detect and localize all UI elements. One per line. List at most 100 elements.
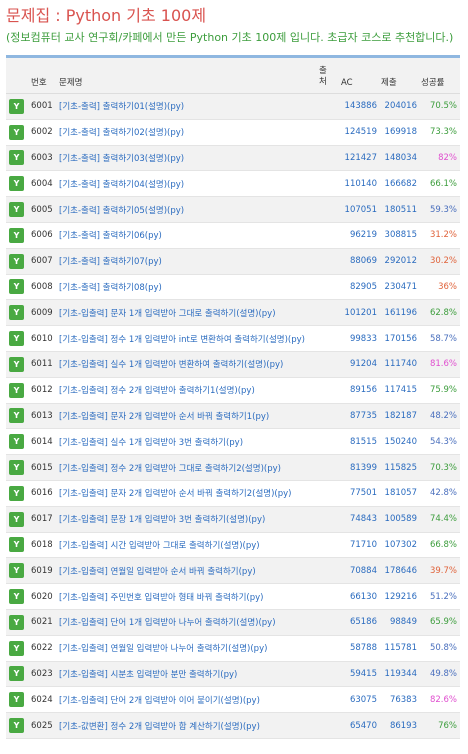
submission-count-link[interactable]: 115825 xyxy=(379,454,419,481)
submission-count-link[interactable]: 180511 xyxy=(379,196,419,223)
problem-name-link[interactable]: [기초-출력] 출력하기04(설명)(py) xyxy=(57,170,317,198)
submission-count-link[interactable]: 148034 xyxy=(379,145,419,172)
ac-count-link[interactable]: 66130 xyxy=(339,583,379,610)
submission-count-link[interactable]: 111740 xyxy=(379,351,419,378)
header-rate[interactable]: 성공률 xyxy=(419,58,460,94)
table-row[interactable]: Y 6017 [기초-입출력] 문장 1개 입력받아 3번 출력하기(설명)(py)… xyxy=(6,506,460,533)
header-submissions[interactable]: 제출 xyxy=(379,58,419,94)
table-row[interactable]: Y 6016 [기초-입출력] 문자 2개 입력받아 순서 바꿔 출력하기2(설명)… xyxy=(6,480,460,507)
problem-name-link[interactable]: [기초-입출력] 문자 1개 입력받아 그대로 출력하기(설명)(py) xyxy=(57,299,317,327)
submission-count-link[interactable]: 150240 xyxy=(379,428,419,456)
submission-count-link[interactable]: 178646 xyxy=(379,557,419,585)
table-row[interactable]: Y 6013 [기초-입출력] 문자 2개 입력받아 순서 바꿔 출력하기1(py)… xyxy=(6,403,460,430)
ac-count-link[interactable]: 110140 xyxy=(339,170,379,198)
table-row[interactable]: Y 6009 [기초-입출력] 문자 1개 입력받아 그대로 출력하기(설명)(py… xyxy=(6,299,460,327)
ac-count-link[interactable]: 96219 xyxy=(339,222,379,249)
submission-count-link[interactable]: 181057 xyxy=(379,480,419,507)
ac-count-link[interactable]: 71710 xyxy=(339,532,379,559)
ac-count-link[interactable]: 81399 xyxy=(339,454,379,481)
problem-name-link[interactable]: [기초-입출력] 시간 입력받아 그대로 출력하기(설명)(py) xyxy=(57,532,317,559)
submission-count-link[interactable]: 230471 xyxy=(379,274,419,301)
ac-count-link[interactable]: 89156 xyxy=(339,377,379,404)
table-row[interactable]: Y 6023 [기초-입출력] 시분초 입력받아 분만 출력하기(py) 59415 1… xyxy=(6,661,460,688)
submission-count-link[interactable]: 169918 xyxy=(379,119,419,146)
ac-count-link[interactable]: 88069 xyxy=(339,248,379,275)
ac-count-link[interactable]: 70884 xyxy=(339,557,379,585)
table-row[interactable]: Y 6024 [기초-입출력] 단어 2개 입력받아 이어 붙이기(설명)(py) 6… xyxy=(6,686,460,714)
ac-count-link[interactable]: 91204 xyxy=(339,351,379,378)
submission-count-link[interactable]: 161196 xyxy=(379,299,419,327)
ac-count-link[interactable]: 87735 xyxy=(339,403,379,430)
table-row[interactable]: Y 6018 [기초-입출력] 시간 입력받아 그대로 출력하기(설명)(py) 71… xyxy=(6,532,460,559)
problem-name-link[interactable]: [기초-출력] 출력하기08(py) xyxy=(57,274,317,301)
submission-count-link[interactable]: 115781 xyxy=(379,635,419,662)
table-row[interactable]: Y 6001 [기초-출력] 출력하기01(설명)(py) 143886 204016 7… xyxy=(6,93,460,120)
submission-count-link[interactable]: 100589 xyxy=(379,506,419,533)
submission-count-link[interactable]: 204016 xyxy=(379,93,419,120)
ac-count-link[interactable]: 65470 xyxy=(339,712,379,739)
ac-count-link[interactable]: 107051 xyxy=(339,196,379,223)
problem-name-link[interactable]: [기초-입출력] 문장 1개 입력받아 3번 출력하기(설명)(py) xyxy=(57,506,317,533)
ac-count-link[interactable]: 121427 xyxy=(339,145,379,172)
table-row[interactable]: Y 6025 [기초-값변환] 정수 2개 입력받아 합 계산하기(설명)(py) 6… xyxy=(6,712,460,739)
problem-name-link[interactable]: [기초-출력] 출력하기06(py) xyxy=(57,222,317,249)
submission-count-link[interactable]: 107302 xyxy=(379,532,419,559)
submission-count-link[interactable]: 170156 xyxy=(379,325,419,352)
problem-name-link[interactable]: [기초-입출력] 정수 2개 입력받아 출력하기1(설명)(py) xyxy=(57,377,317,404)
table-row[interactable]: Y 6002 [기초-출력] 출력하기02(설명)(py) 124519 169918 7… xyxy=(6,119,460,146)
problem-name-link[interactable]: [기초-값변환] 정수 2개 입력받아 합 계산하기(설명)(py) xyxy=(57,712,317,739)
table-row[interactable]: Y 6019 [기초-입출력] 연월일 입력받아 순서 바꿔 출력하기(py) 708… xyxy=(6,557,460,585)
table-row[interactable]: Y 6005 [기초-출력] 출력하기05(설명)(py) 107051 180511 5… xyxy=(6,196,460,223)
submission-count-link[interactable]: 98849 xyxy=(379,609,419,636)
problem-name-link[interactable]: [기초-출력] 출력하기05(설명)(py) xyxy=(57,196,317,223)
ac-count-link[interactable]: 101201 xyxy=(339,299,379,327)
problem-name-link[interactable]: [기초-입출력] 연월일 입력받아 나누어 출력하기(설명)(py) xyxy=(57,635,317,662)
problem-name-link[interactable]: [기초-입출력] 연월일 입력받아 순서 바꿔 출력하기(py) xyxy=(57,557,317,585)
table-row[interactable]: Y 6012 [기초-입출력] 정수 2개 입력받아 출력하기1(설명)(py) 89… xyxy=(6,377,460,404)
problem-name-link[interactable]: [기초-입출력] 정수 2개 입력받아 그대로 출력하기2(설명)(py) xyxy=(57,454,317,481)
table-row[interactable]: Y 6022 [기초-입출력] 연월일 입력받아 나누어 출력하기(설명)(py) 5… xyxy=(6,635,460,662)
problem-name-link[interactable]: [기초-입출력] 단어 2개 입력받아 이어 붙이기(설명)(py) xyxy=(57,686,317,714)
table-row[interactable]: Y 6003 [기초-출력] 출력하기03(설명)(py) 121427 148034 8… xyxy=(6,145,460,172)
table-row[interactable]: Y 6010 [기초-입출력] 정수 1개 입력받아 int로 변환하여 출력하기(… xyxy=(6,325,460,352)
problem-name-link[interactable]: [기초-입출력] 주민번호 입력받아 형태 바꿔 출력하기(py) xyxy=(57,583,317,610)
submission-count-link[interactable]: 76383 xyxy=(379,686,419,714)
problem-name-link[interactable]: [기초-입출력] 실수 1개 입력받아 변환하여 출력하기(설명)(py) xyxy=(57,351,317,378)
header-id[interactable]: 번호 xyxy=(29,58,57,94)
submission-count-link[interactable]: 86193 xyxy=(379,712,419,739)
table-row[interactable]: Y 6007 [기초-출력] 출력하기07(py) 88069 292012 30.2% xyxy=(6,248,460,275)
ac-count-link[interactable]: 81515 xyxy=(339,428,379,456)
ac-count-link[interactable]: 124519 xyxy=(339,119,379,146)
table-row[interactable]: Y 6020 [기초-입출력] 주민번호 입력받아 형태 바꿔 출력하기(py) 66… xyxy=(6,583,460,610)
ac-count-link[interactable]: 143886 xyxy=(339,93,379,120)
ac-count-link[interactable]: 58788 xyxy=(339,635,379,662)
submission-count-link[interactable]: 117415 xyxy=(379,377,419,404)
ac-count-link[interactable]: 59415 xyxy=(339,661,379,688)
table-row[interactable]: Y 6014 [기초-입출력] 실수 1개 입력받아 3번 출력하기(py) 8151… xyxy=(6,428,460,456)
submission-count-link[interactable]: 119344 xyxy=(379,661,419,688)
problem-name-link[interactable]: [기초-입출력] 문자 2개 입력받아 순서 바꿔 출력하기1(py) xyxy=(57,403,317,430)
ac-count-link[interactable]: 63075 xyxy=(339,686,379,714)
header-ac[interactable]: AC xyxy=(339,58,379,94)
ac-count-link[interactable]: 74843 xyxy=(339,506,379,533)
submission-count-link[interactable]: 129216 xyxy=(379,583,419,610)
problem-name-link[interactable]: [기초-입출력] 문자 2개 입력받아 순서 바꿔 출력하기2(설명)(py) xyxy=(57,480,317,507)
ac-count-link[interactable]: 65186 xyxy=(339,609,379,636)
problem-name-link[interactable]: [기초-출력] 출력하기03(설명)(py) xyxy=(57,145,317,172)
problem-name-link[interactable]: [기초-입출력] 단어 1개 입력받아 나누어 출력하기(설명)(py) xyxy=(57,609,317,636)
table-row[interactable]: Y 6011 [기초-입출력] 실수 1개 입력받아 변환하여 출력하기(설명)(p… xyxy=(6,351,460,378)
problem-name-link[interactable]: [기초-출력] 출력하기02(설명)(py) xyxy=(57,119,317,146)
problem-name-link[interactable]: [기초-출력] 출력하기07(py) xyxy=(57,248,317,275)
problem-name-link[interactable]: [기초-출력] 출력하기01(설명)(py) xyxy=(57,93,317,120)
submission-count-link[interactable]: 308815 xyxy=(379,222,419,249)
table-row[interactable]: Y 6004 [기초-출력] 출력하기04(설명)(py) 110140 166682 6… xyxy=(6,170,460,198)
problem-name-link[interactable]: [기초-입출력] 실수 1개 입력받아 3번 출력하기(py) xyxy=(57,428,317,456)
ac-count-link[interactable]: 77501 xyxy=(339,480,379,507)
table-row[interactable]: Y 6008 [기초-출력] 출력하기08(py) 82905 230471 36% xyxy=(6,274,460,301)
ac-count-link[interactable]: 82905 xyxy=(339,274,379,301)
table-row[interactable]: Y 6021 [기초-입출력] 단어 1개 입력받아 나누어 출력하기(설명)(py… xyxy=(6,609,460,636)
table-row[interactable]: Y 6006 [기초-출력] 출력하기06(py) 96219 308815 31.2% xyxy=(6,222,460,249)
ac-count-link[interactable]: 99833 xyxy=(339,325,379,352)
submission-count-link[interactable]: 292012 xyxy=(379,248,419,275)
